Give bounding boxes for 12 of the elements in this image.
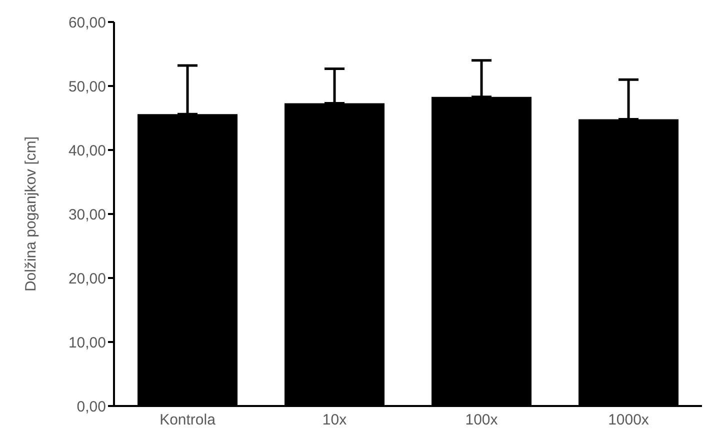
y-tick-label: 30,00 — [68, 206, 106, 224]
y-tick-label: 50,00 — [68, 78, 106, 96]
y-tick-label: 40,00 — [68, 142, 106, 160]
x-tick-label: 100x — [465, 412, 498, 429]
y-axis-title: Dolžina poganjkov [cm] — [22, 136, 40, 292]
y-tick-label: 60,00 — [68, 14, 106, 32]
y-tick-label: 20,00 — [68, 270, 106, 288]
x-tick-label: 10x — [322, 412, 348, 429]
x-tick-label: Kontrola — [160, 412, 216, 429]
x-tick-label: 1000x — [608, 412, 650, 429]
y-tick-label: 10,00 — [68, 334, 106, 352]
y-tick-label: 0,00 — [76, 398, 106, 416]
